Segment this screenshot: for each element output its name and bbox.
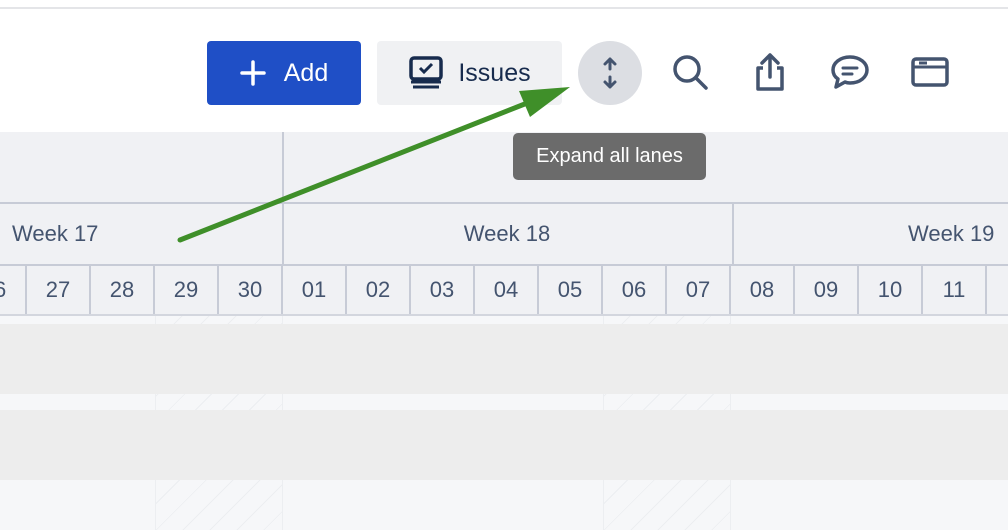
swimlane[interactable] [0, 410, 1008, 480]
share-icon [756, 53, 784, 91]
day-header-row: 26272829300102030405060708091011 [0, 266, 1008, 316]
window-icon [911, 57, 949, 87]
arrow-shaft [177, 95, 543, 243]
top-divider [0, 7, 1008, 9]
day-header: 10 [859, 266, 923, 314]
day-header: 28 [91, 266, 155, 314]
plus-icon [240, 60, 266, 86]
day-header: 09 [795, 266, 859, 314]
day-header: 05 [539, 266, 603, 314]
add-button[interactable]: Add [207, 41, 361, 105]
swimlane[interactable] [0, 324, 1008, 394]
day-header: 11 [923, 266, 987, 314]
week-header-row: Week 17 Week 18 Week 19 [0, 204, 1008, 266]
day-header: 27 [27, 266, 91, 314]
day-header: 06 [603, 266, 667, 314]
comment-icon [831, 55, 869, 89]
issues-monitor-icon [409, 56, 444, 89]
expand-tooltip: Expand all lanes [513, 133, 706, 180]
day-header: 02 [347, 266, 411, 314]
day-header: 03 [411, 266, 475, 314]
week-header: Week 17 [0, 204, 284, 264]
expand-all-lanes-button[interactable] [578, 41, 642, 105]
share-button[interactable] [748, 50, 792, 94]
issues-label: Issues [458, 58, 531, 87]
window-button[interactable] [908, 50, 952, 94]
day-header: 01 [283, 266, 347, 314]
search-icon [673, 55, 708, 90]
day-header: 04 [475, 266, 539, 314]
day-header: 30 [219, 266, 283, 314]
week-header: Week 18 [282, 204, 734, 264]
day-header: 08 [731, 266, 795, 314]
add-label: Add [283, 58, 329, 87]
search-button[interactable] [668, 50, 712, 94]
comment-button[interactable] [828, 50, 872, 94]
day-header: 07 [667, 266, 731, 314]
day-header: 29 [155, 266, 219, 314]
lanes-area [0, 316, 1008, 530]
arrow-head [519, 87, 570, 117]
week-header: Week 19 [908, 221, 995, 246]
day-header: 26 [0, 266, 27, 314]
month-divider [282, 132, 284, 204]
expand-vertical-icon [603, 57, 617, 89]
month-header-row [0, 132, 1008, 204]
timeline-grid: Week 17 Week 18 Week 19 2627282930010203… [0, 132, 1008, 530]
